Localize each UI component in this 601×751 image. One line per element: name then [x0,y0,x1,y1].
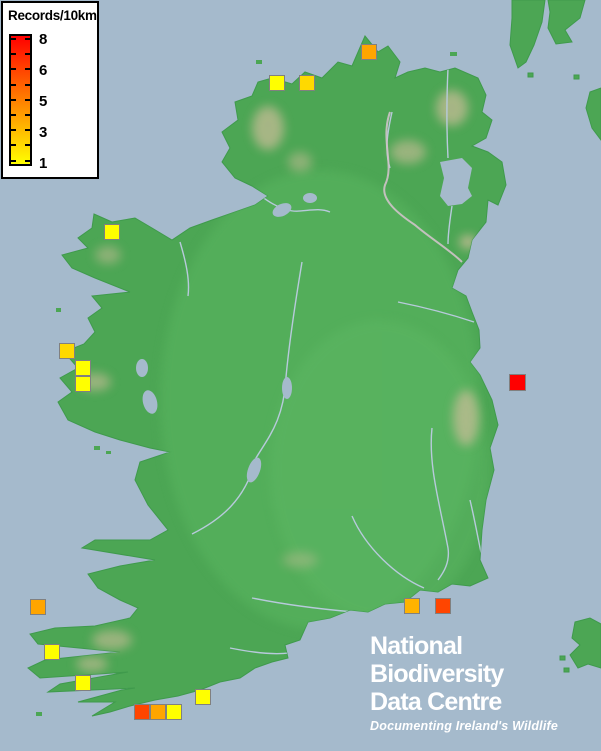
record-square[interactable] [361,44,377,60]
record-square[interactable] [509,374,526,391]
record-square[interactable] [269,75,285,91]
legend-tick-label: 8 [39,31,48,48]
relief-shading [76,90,490,672]
legend-tick [11,38,16,40]
legend-tick [25,83,30,86]
legend-tick [25,68,30,71]
record-square[interactable] [30,599,46,615]
record-square[interactable] [195,689,211,705]
record-square[interactable] [299,75,315,91]
record-square[interactable] [435,598,451,614]
legend-tick [25,144,30,147]
logo-line-2: Biodiversity [370,660,504,688]
scotland-coast [509,0,601,141]
ni-border-line [383,111,463,263]
legend-tick [11,129,16,132]
legend-color-ramp [9,34,32,166]
legend-title: Records/10km [8,8,97,23]
record-square[interactable] [75,376,91,392]
record-square[interactable] [44,644,60,660]
record-square[interactable] [150,704,166,720]
logo-line-1: National [370,632,463,660]
record-square[interactable] [134,704,150,720]
legend-tick [25,159,30,162]
legend-tick-label: 3 [39,124,48,141]
record-square[interactable] [104,224,120,240]
legend-tick [25,98,30,101]
record-square[interactable] [59,343,75,359]
legend-tick [25,114,30,116]
legend-tick-label: 5 [39,93,48,110]
record-square[interactable] [75,675,91,691]
legend-tick [11,83,16,86]
legend-tick [11,159,16,162]
record-square[interactable] [166,704,182,720]
legend-tick-label: 1 [39,155,48,172]
logo-line-3: Data Centre [370,688,502,716]
wales-coast [559,617,601,673]
nbdc-logo: National Biodiversity Data Centre Docume… [370,632,558,733]
legend-tick-label: 6 [39,62,48,79]
logo-tagline: Documenting Ireland's Wildlife [370,719,559,733]
lough-neagh [440,158,472,206]
legend-tick [25,38,30,40]
lakes [136,158,472,483]
legend-tick [11,144,16,147]
legend-tick [25,129,30,132]
legend-tick [11,53,16,56]
legend-tick [25,53,30,56]
record-square[interactable] [75,360,91,376]
legend-tick [11,98,16,101]
offshore-islands [36,52,457,716]
legend-box: Records/10km 8 6 5 3 1 [1,1,99,179]
legend-tick [11,68,16,71]
legend-tick [11,114,16,116]
record-square[interactable] [404,598,420,614]
